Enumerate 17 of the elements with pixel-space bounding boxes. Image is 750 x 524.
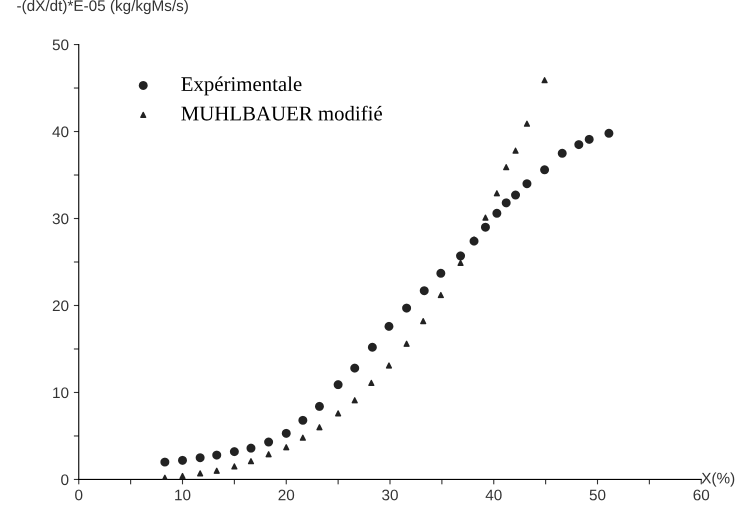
x-axis-title: X(%) — [702, 472, 734, 487]
x-tick-label: 30 — [382, 490, 398, 500]
x-tick-label: 60 — [694, 490, 710, 500]
x-tick-label: 0 — [75, 490, 82, 500]
x-tick-label: 10 — [175, 490, 190, 500]
x-tick-label: 20 — [278, 490, 294, 500]
legend-label: MUHLBAUER modifié — [181, 106, 382, 121]
y-tick-label: 20 — [52, 300, 68, 312]
x-tick-label: 40 — [486, 490, 502, 500]
x-tick-label: 50 — [590, 490, 606, 500]
y-tick-label: 10 — [53, 387, 68, 398]
y-tick-label: 40 — [52, 126, 68, 138]
y-tick-label: 50 — [52, 39, 68, 50]
y-tick-label: 30 — [52, 213, 68, 224]
y-tick-label: 0 — [61, 474, 68, 486]
y-axis-title: -(dX/dt)*E-05 (kg/kgMs/s) — [17, 0, 188, 14]
legend-label: Expérimentale — [181, 76, 302, 96]
